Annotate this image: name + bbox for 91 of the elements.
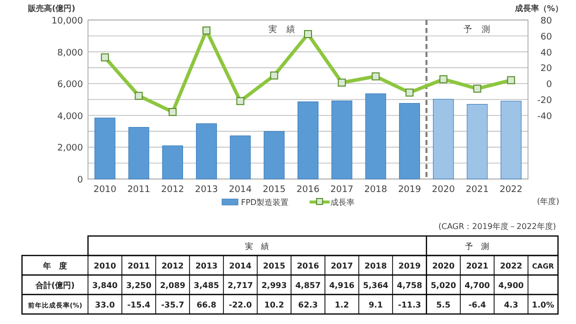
y2-axis-title: 成長率（%） [514,3,563,13]
x-tick-label: 2019 [398,185,422,195]
category-label: 2019 [398,262,421,270]
bar [466,104,488,180]
annotation: 実 績 [268,24,296,35]
category-label: 2015 [263,262,286,270]
data-label: 5,364 [363,281,389,290]
bar [331,100,352,180]
x-tick-label: 2016 [296,185,320,195]
data-label: 33.0 [95,300,116,310]
text: 1.0% [532,300,554,310]
y2-tick-label: 20 [540,64,552,74]
category-label: 2022 [500,262,522,270]
data-label: 4,700 [464,281,490,290]
data-label: 5,020 [430,281,456,290]
data-label: 66.8 [196,300,217,310]
y2-tick-label: 60 [540,32,552,42]
y-tick-label: 2,000 [57,144,84,154]
data-label: -11.3 [398,300,422,310]
y2-tick-label: -40 [537,112,552,122]
data-label: 1.2 [334,300,349,310]
bar [128,127,150,180]
data-label: 4,758 [396,281,423,290]
x-tick-label: 2011 [127,185,150,195]
bar [94,118,116,180]
bar [162,146,184,180]
data-label: 2,993 [262,281,287,290]
category-label: 2018 [364,262,387,270]
x-tick-label: 2020 [432,185,456,195]
text: 予 測 [465,242,490,251]
x-tick-label: 2010 [93,185,117,195]
bar [500,100,522,180]
x-tick-label: 2022 [500,185,523,195]
data-label: 2,717 [228,281,253,290]
bar [230,136,251,180]
y2-tick-label: 80 [540,16,552,26]
category-label: 2010 [94,262,116,270]
data-label: 4,916 [329,281,355,290]
y2-tick-label: 40 [540,48,552,58]
category-label: 2012 [161,262,184,270]
data-label: -35.7 [161,300,184,310]
category-label: 2020 [432,262,455,270]
y-axis-title: 販売高(億円) [27,3,76,13]
bar [196,123,217,180]
category-label: 2016 [296,262,320,270]
data-label: 3,840 [92,281,118,290]
data-label: 62.3 [298,300,318,310]
data-label: 9.1 [368,300,384,310]
text: 実 績 [245,242,270,251]
bar [264,131,285,180]
legend-label: FPD製造装置 [241,198,289,207]
y-tick-label: 0 [77,176,84,186]
category-label: 2021 [466,262,488,270]
category-label: 2011 [128,262,150,270]
y-tick-label: 6,000 [57,80,84,90]
data-label: 4,900 [498,281,524,290]
x-tick-label: 2014 [228,185,252,195]
x-tick-label: 2013 [195,185,218,195]
y2-tick-label: -20 [537,96,552,106]
text: (CAGR：2019年度－2022年度) [438,222,556,231]
category-label: 2014 [229,262,252,270]
x-tick-label: 2017 [330,185,354,195]
category-label: 2013 [195,262,218,270]
text: 合計(億円) [34,281,75,290]
data-label: 2,089 [160,281,186,290]
data-label: 3,485 [194,281,220,290]
x-tick-label: 2021 [466,185,489,195]
bar [365,93,386,180]
data-label: -6.4 [468,300,486,310]
x-tick-label: 2012 [161,185,184,195]
x-tick-label: 2018 [364,185,388,195]
data-label: 10.2 [264,300,284,310]
data-label: -22.0 [228,300,252,310]
annotation: 予 測 [464,24,491,35]
data-label: -15.4 [127,300,151,310]
y-tick-label: 4,000 [57,112,84,122]
x-axis-title: (年度) [537,197,560,206]
data-label: 3,250 [126,281,152,290]
y-tick-label: 8,000 [57,48,84,58]
legend-label: 成長率 [330,198,355,207]
y2-tick-label: 0 [546,80,552,90]
category-label: 2017 [330,262,353,270]
text: 年 度 [42,260,67,270]
bar [298,102,318,180]
y-tick-label: 10,000 [52,16,84,26]
data-label: 5.5 [436,300,451,310]
x-tick-label: 2015 [262,185,286,195]
bar [399,103,420,180]
bar [432,98,454,180]
data-label: 4,857 [295,281,321,290]
data-label: 4.3 [504,300,518,310]
